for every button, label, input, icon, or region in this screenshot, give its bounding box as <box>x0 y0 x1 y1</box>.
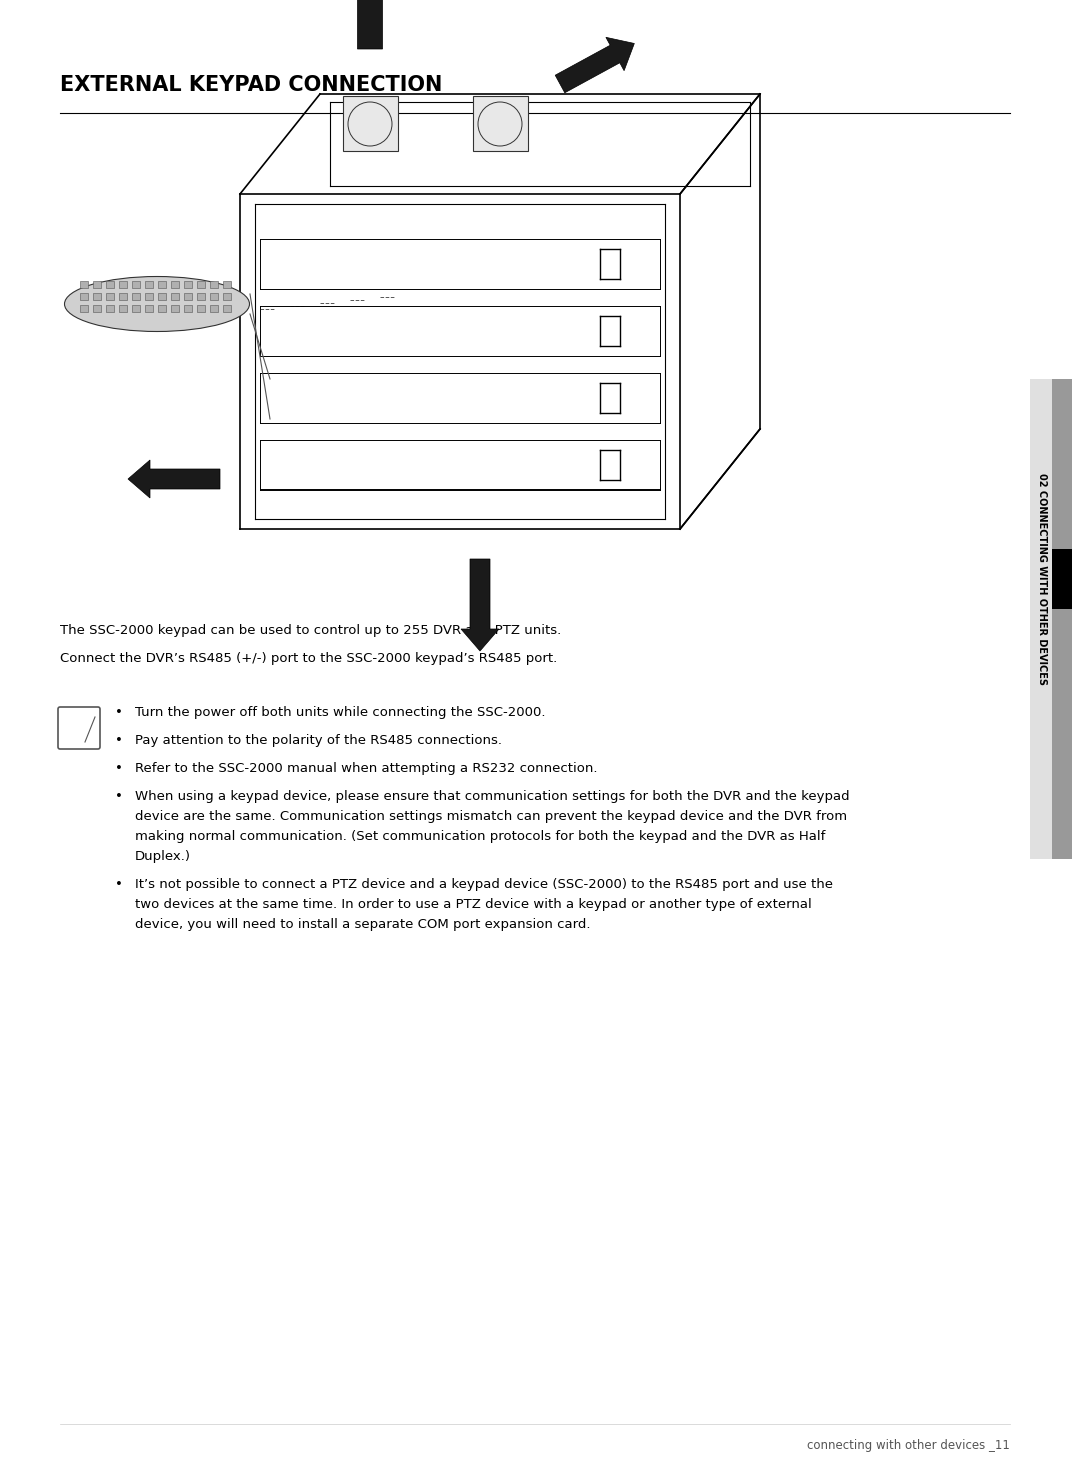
FancyArrow shape <box>129 460 220 498</box>
Bar <box>222 305 231 312</box>
FancyBboxPatch shape <box>58 707 100 748</box>
Bar <box>158 281 166 288</box>
Bar <box>158 305 166 312</box>
Text: The SSC-2000 keypad can be used to control up to 255 DVR and PTZ units.: The SSC-2000 keypad can be used to contr… <box>60 624 562 637</box>
Bar <box>119 305 127 312</box>
Text: connecting with other devices _11: connecting with other devices _11 <box>807 1439 1010 1452</box>
Bar <box>222 293 231 300</box>
Text: •: • <box>114 705 123 719</box>
Bar <box>93 305 102 312</box>
Text: •: • <box>114 734 123 747</box>
Bar <box>222 281 231 288</box>
Text: EXTERNAL KEYPAD CONNECTION: EXTERNAL KEYPAD CONNECTION <box>60 75 443 95</box>
Text: device, you will need to install a separate COM port expansion card.: device, you will need to install a separ… <box>135 918 591 930</box>
Bar <box>171 293 179 300</box>
Bar <box>80 281 87 288</box>
Bar <box>1052 549 1072 609</box>
Bar <box>171 281 179 288</box>
Text: Connect the DVR’s RS485 (+/-) port to the SSC-2000 keypad’s RS485 port.: Connect the DVR’s RS485 (+/-) port to th… <box>60 652 557 666</box>
Text: device are the same. Communication settings mismatch can prevent the keypad devi: device are the same. Communication setti… <box>135 810 847 822</box>
Text: Turn the power off both units while connecting the SSC-2000.: Turn the power off both units while conn… <box>135 705 545 719</box>
Bar <box>145 293 153 300</box>
Text: •: • <box>114 762 123 775</box>
Bar <box>132 281 140 288</box>
Bar <box>184 293 192 300</box>
Text: •: • <box>114 879 123 890</box>
Bar <box>210 293 218 300</box>
Bar <box>80 293 87 300</box>
Text: It’s not possible to connect a PTZ device and a keypad device (SSC-2000) to the : It’s not possible to connect a PTZ devic… <box>135 879 833 890</box>
Bar <box>473 96 528 151</box>
Text: Pay attention to the polarity of the RS485 connections.: Pay attention to the polarity of the RS4… <box>135 734 502 747</box>
Bar <box>106 305 114 312</box>
Text: Duplex.): Duplex.) <box>135 850 191 864</box>
Bar <box>1052 379 1072 859</box>
Bar <box>106 293 114 300</box>
Text: two devices at the same time. In order to use a PTZ device with a keypad or anot: two devices at the same time. In order t… <box>135 898 812 911</box>
FancyArrow shape <box>555 37 634 93</box>
Bar <box>184 281 192 288</box>
Ellipse shape <box>65 277 249 331</box>
Text: making normal communication. (Set communication protocols for both the keypad an: making normal communication. (Set commun… <box>135 830 825 843</box>
FancyBboxPatch shape <box>1030 379 1072 859</box>
Bar <box>93 293 102 300</box>
Text: Refer to the SSC-2000 manual when attempting a RS232 connection.: Refer to the SSC-2000 manual when attemp… <box>135 762 597 775</box>
Bar <box>197 305 205 312</box>
Bar <box>197 293 205 300</box>
Bar <box>210 305 218 312</box>
Bar <box>93 281 102 288</box>
Text: •: • <box>114 790 123 803</box>
Bar <box>132 293 140 300</box>
Bar <box>106 281 114 288</box>
Bar <box>119 281 127 288</box>
Bar <box>197 281 205 288</box>
FancyArrow shape <box>461 559 499 651</box>
FancyArrow shape <box>348 0 392 49</box>
Bar <box>145 305 153 312</box>
Bar <box>119 293 127 300</box>
Bar <box>145 281 153 288</box>
Bar <box>171 305 179 312</box>
Bar <box>184 305 192 312</box>
Bar <box>343 96 399 151</box>
Bar <box>158 293 166 300</box>
Bar <box>132 305 140 312</box>
Text: 02 CONNECTING WITH OTHER DEVICES: 02 CONNECTING WITH OTHER DEVICES <box>1037 473 1047 685</box>
Bar <box>80 305 87 312</box>
Bar <box>210 281 218 288</box>
Text: When using a keypad device, please ensure that communication settings for both t: When using a keypad device, please ensur… <box>135 790 850 803</box>
